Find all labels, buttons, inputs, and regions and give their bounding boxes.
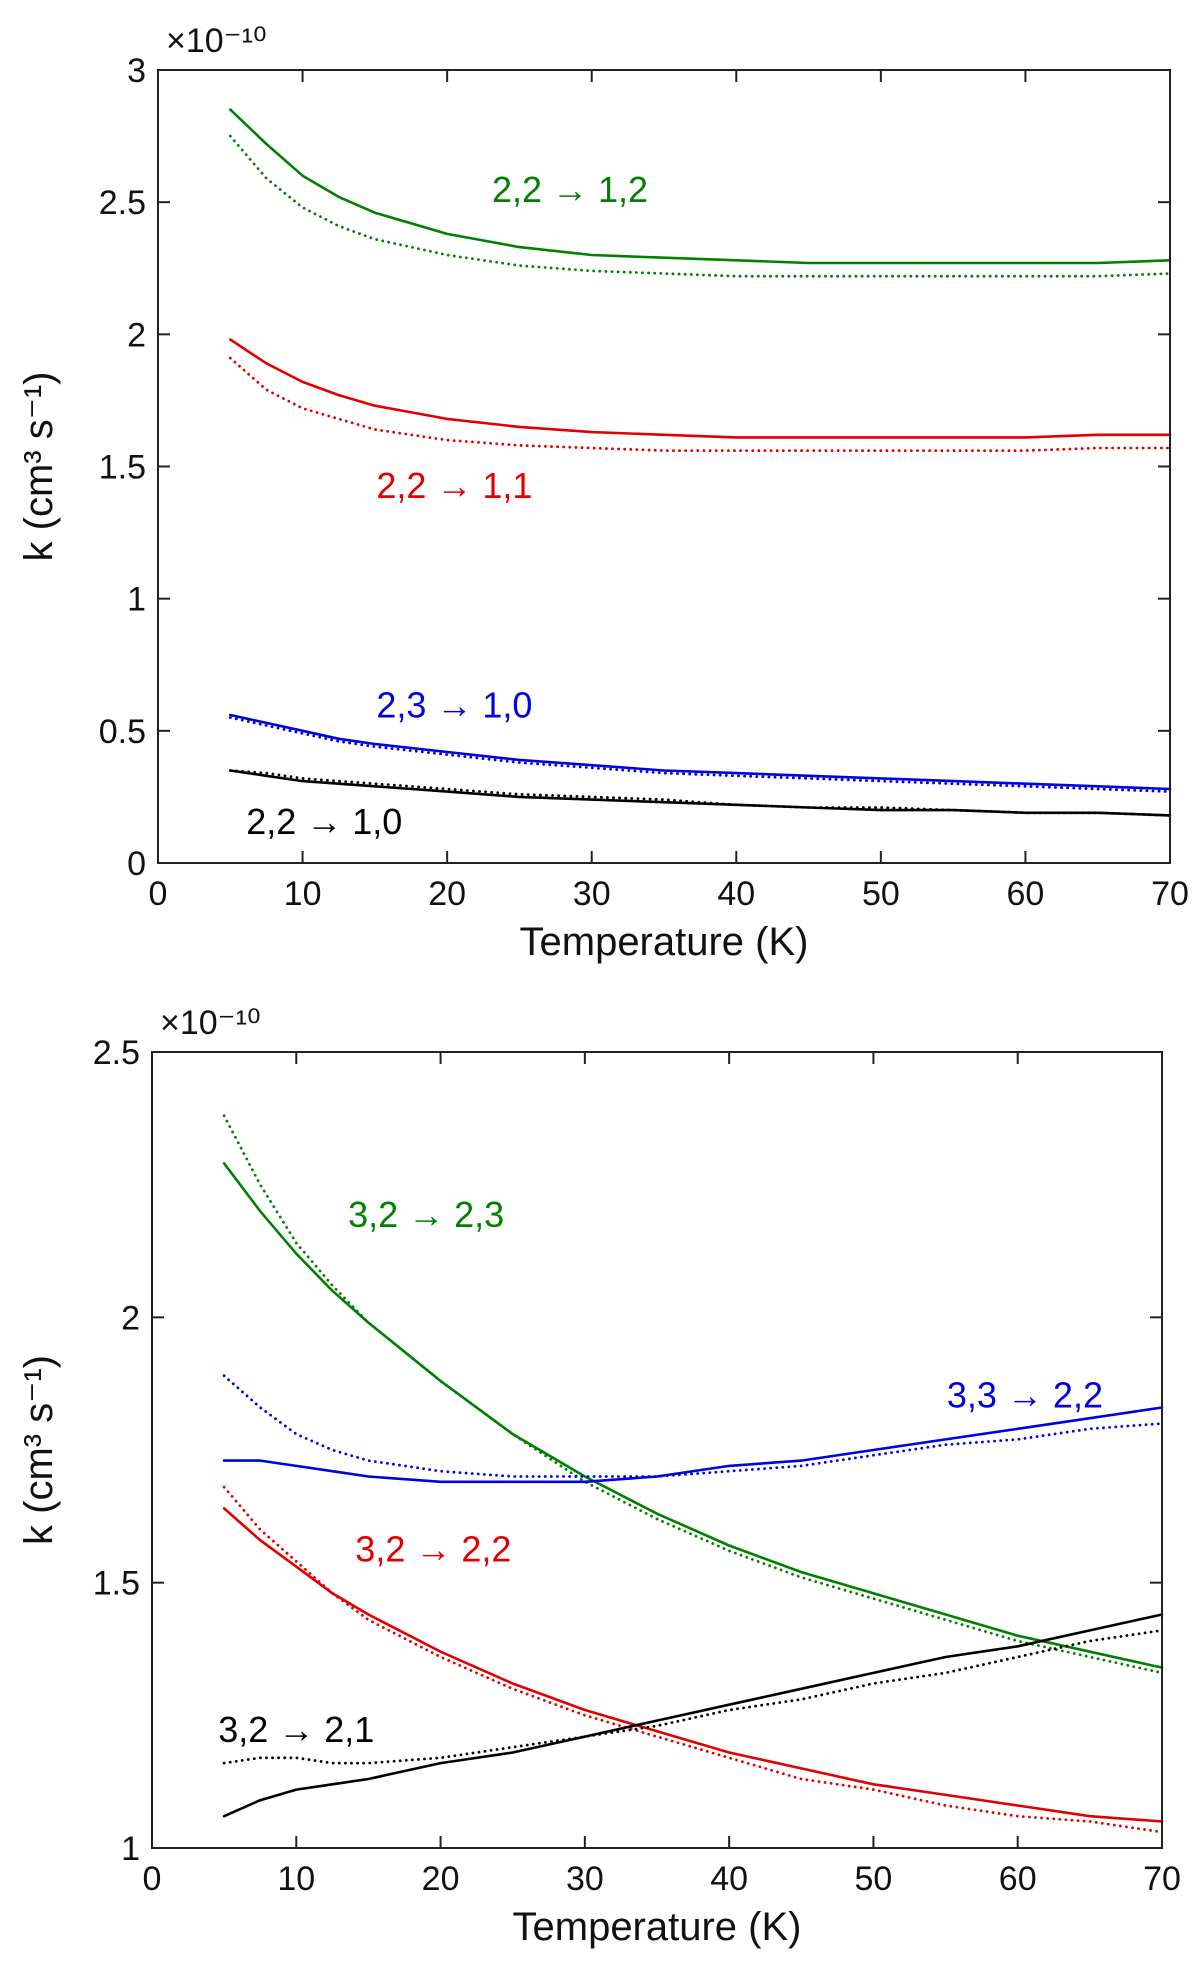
bottom-chart-series-6-solid-line <box>222 1613 1164 1818</box>
top-chart-exponent-label: ×10⁻¹⁰ <box>166 22 267 60</box>
top-chart-x-tick-label: 70 <box>1151 875 1189 913</box>
bottom-chart-series-7-dotted-line <box>222 1629 1164 1765</box>
top-chart-series-6-solid-line <box>229 769 1172 817</box>
bottom-chart-y-axis-label: k (cm³ s⁻¹) <box>17 1355 61 1545</box>
top-chart-series-3-dotted-line <box>228 356 1172 452</box>
bottom-chart-series-5-dotted-line <box>222 1485 1164 1834</box>
top-chart-y-tick-label: 1 <box>127 581 146 619</box>
top-chart-series-0-solid-line <box>229 108 1172 265</box>
top-chart-x-tick-label: 40 <box>717 875 755 913</box>
top-chart-y-tick-label: 2 <box>127 316 146 354</box>
top-chart-annotation-0: 2,2 → 1,2 <box>492 169 648 210</box>
top-chart-series-4-solid-line <box>229 713 1172 791</box>
top-chart-x-tick-label: 20 <box>428 875 466 913</box>
top-chart-x-tick-label: 0 <box>149 875 168 913</box>
top-chart-x-tick-label: 60 <box>1007 875 1045 913</box>
bottom-chart-y-tick-label: 2 <box>121 1299 140 1337</box>
bottom-chart: Temperature (K) k (cm³ s⁻¹) ×10⁻¹⁰ 0 10 20… <box>17 1004 1181 1949</box>
bottom-chart-x-tick-label: 10 <box>277 1860 315 1898</box>
bottom-chart-annotation-2: 3,2 → 2,2 <box>355 1528 511 1569</box>
bottom-chart-x-tick-label: 30 <box>566 1860 604 1898</box>
bottom-chart-x-tick-label: 20 <box>422 1860 460 1898</box>
bottom-chart-series-4-solid-line <box>222 1507 1164 1823</box>
top-chart-x-tick-label: 10 <box>284 875 322 913</box>
top-chart-x-tick-label: 30 <box>573 875 611 913</box>
top-chart-series-1-dotted-line <box>228 134 1172 278</box>
top-chart-y-axis-label: k (cm³ s⁻¹) <box>17 372 61 562</box>
bottom-chart-y-tick-label: 1.5 <box>93 1565 140 1603</box>
top-chart-annotation-1: 2,2 → 1,1 <box>376 465 532 506</box>
top-chart-y-tick-label: 2.5 <box>99 184 146 222</box>
bottom-chart-x-tick-label: 60 <box>999 1860 1037 1898</box>
bottom-chart-x-tick-label: 40 <box>710 1860 748 1898</box>
bottom-chart-x-tick-label: 70 <box>1143 1860 1181 1898</box>
bottom-chart-y-tick-label: 1 <box>121 1830 140 1868</box>
bottom-chart-y-tick-label: 2.5 <box>93 1034 140 1072</box>
bottom-chart-plot-frame <box>151 1051 1163 1849</box>
bottom-chart-series-3-dotted-line <box>222 1374 1164 1478</box>
bottom-chart-x-axis-label: Temperature (K) <box>513 1905 802 1949</box>
bottom-chart-series-0-solid-line <box>222 1162 1164 1669</box>
top-chart-x-axis-label: Temperature (K) <box>520 920 809 964</box>
top-chart: Temperature (K) k (cm³ s⁻¹) ×10⁻¹⁰ 0 10 20… <box>17 22 1189 964</box>
bottom-chart-series-2-solid-line <box>222 1406 1164 1484</box>
bottom-chart-annotation-3: 3,2 → 2,1 <box>218 1709 374 1750</box>
top-chart-annotation-3: 2,2 → 1,0 <box>246 801 402 842</box>
bottom-chart-x-tick-label: 0 <box>143 1860 162 1898</box>
top-chart-y-tick-label: 1.5 <box>99 449 146 487</box>
bottom-chart-exponent-label: ×10⁻¹⁰ <box>160 1004 261 1042</box>
top-chart-x-tick-label: 50 <box>862 875 900 913</box>
bottom-chart-annotation-0: 3,2 → 2,3 <box>348 1194 504 1235</box>
top-chart-annotation-2: 2,3 → 1,0 <box>376 685 532 726</box>
top-chart-series-7-dotted-line <box>228 769 1172 817</box>
top-chart-y-tick-label: 3 <box>127 52 146 90</box>
bottom-chart-annotation-1: 3,3 → 2,2 <box>947 1375 1103 1416</box>
top-chart-series-2-solid-line <box>229 338 1172 439</box>
top-chart-y-tick-label: 0.5 <box>99 713 146 751</box>
top-chart-series-5-dotted-line <box>228 716 1172 793</box>
top-chart-y-tick-label: 0 <box>127 845 146 883</box>
bottom-chart-x-tick-label: 50 <box>855 1860 893 1898</box>
